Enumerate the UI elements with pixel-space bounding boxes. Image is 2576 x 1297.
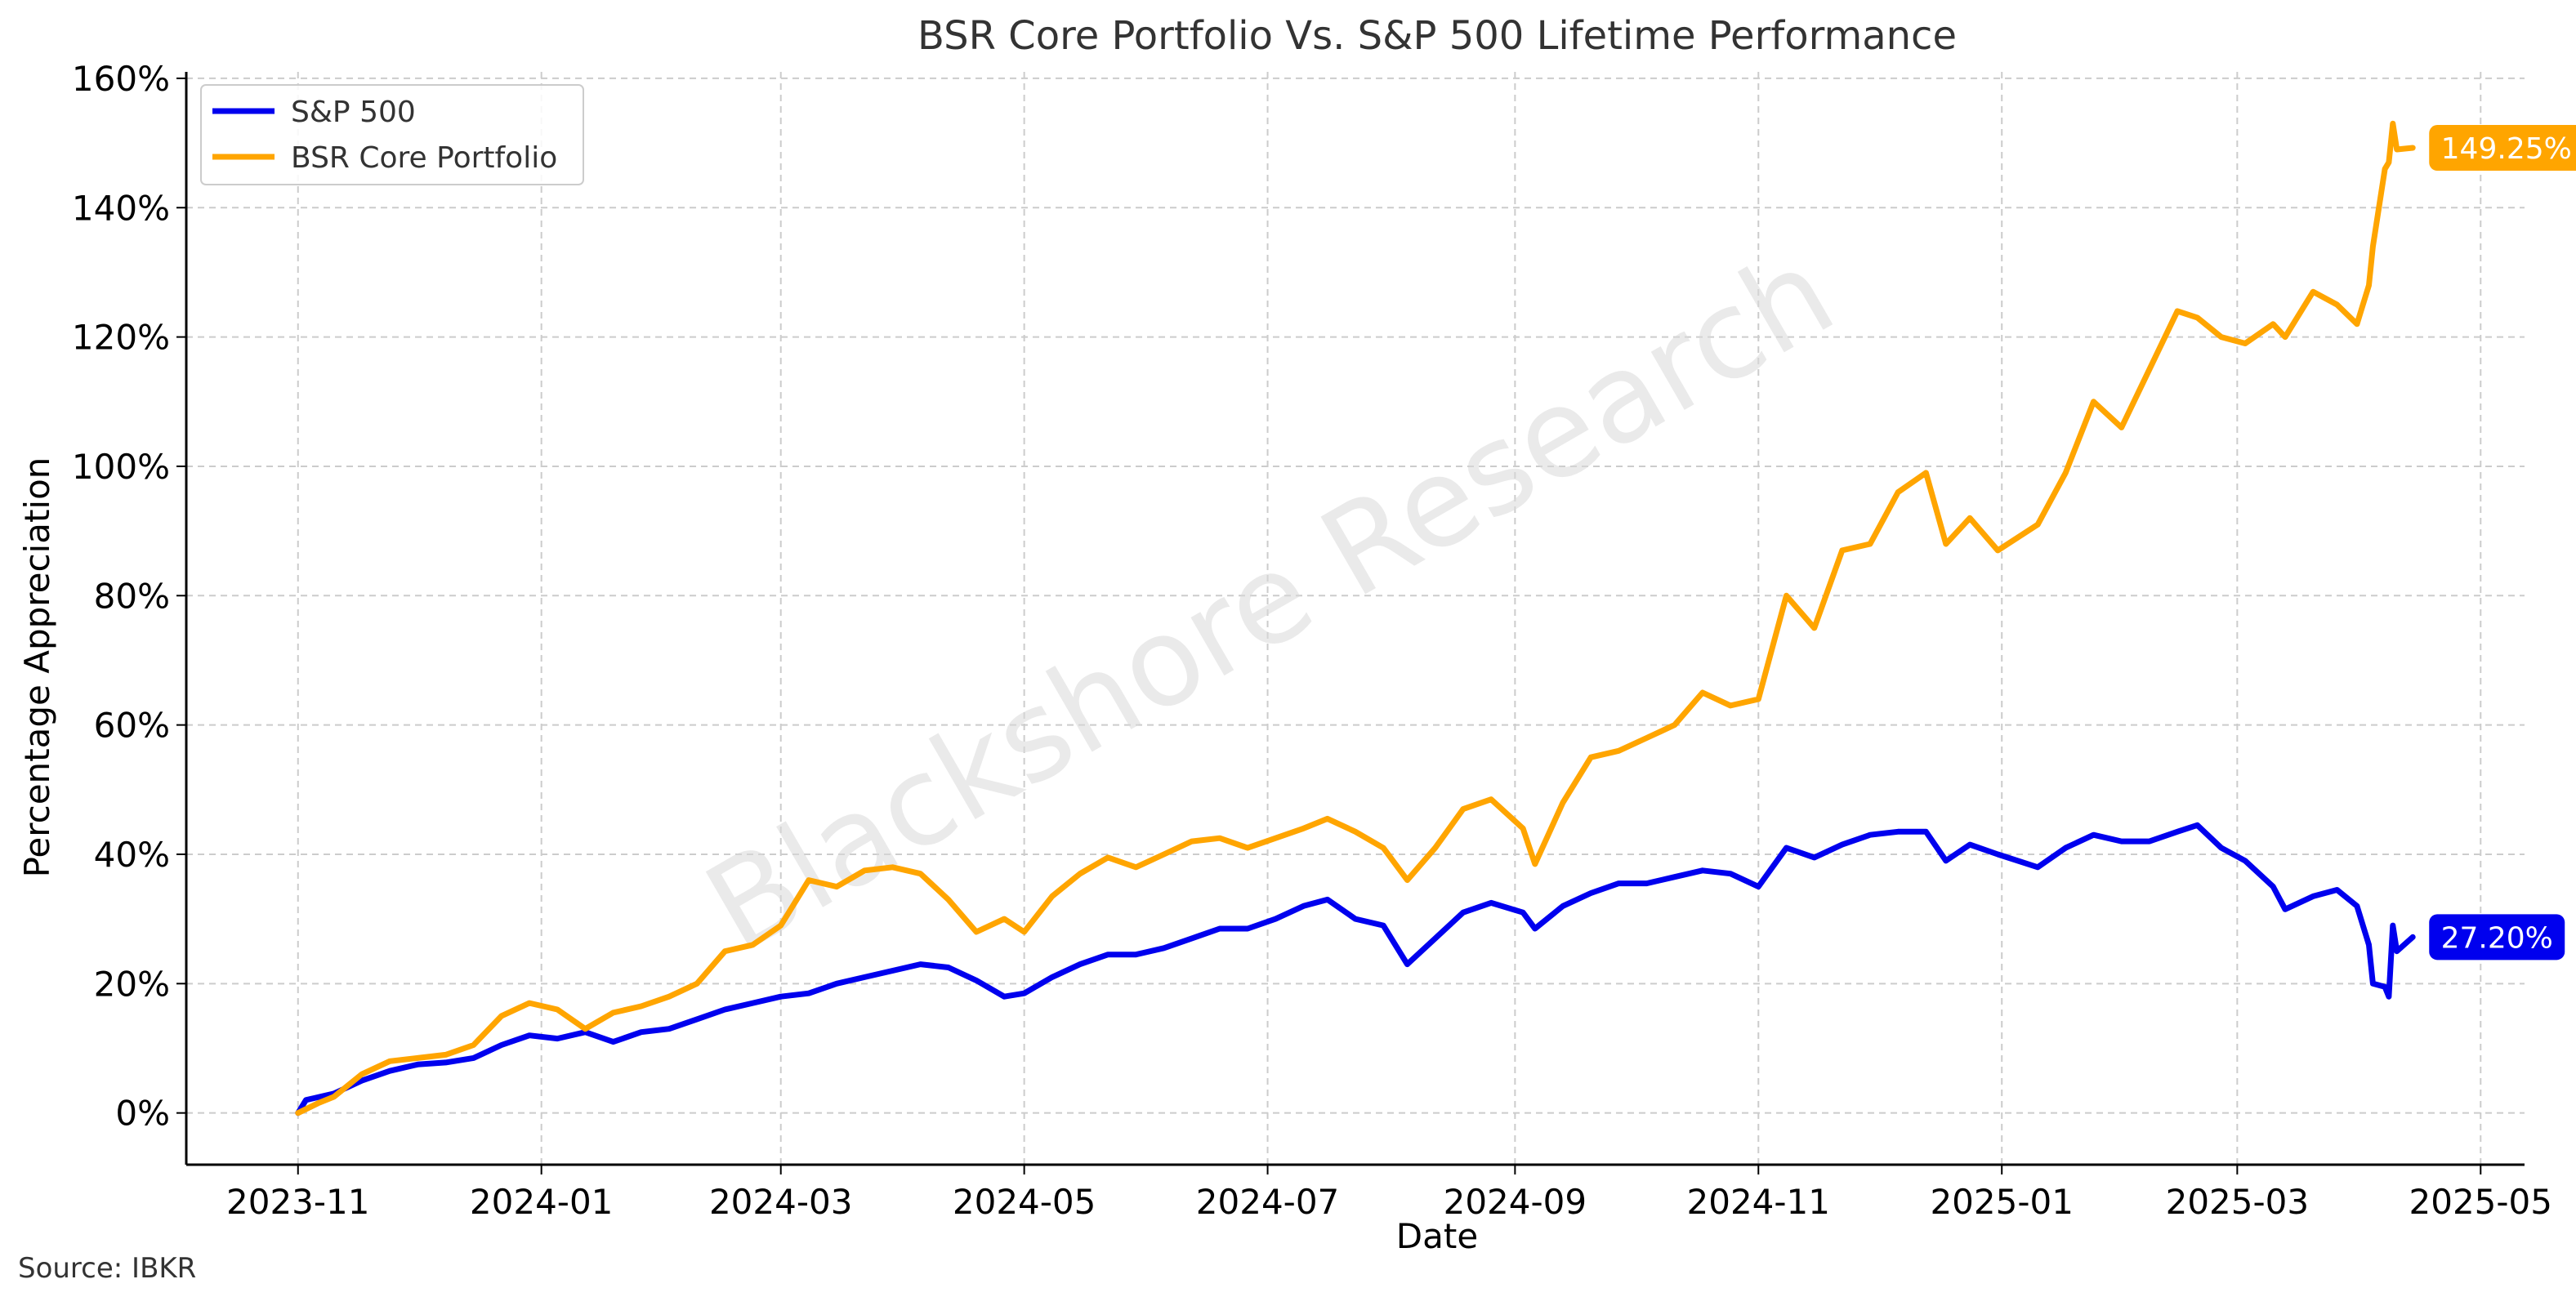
x-tick-label: 2023-11 [226, 1182, 370, 1222]
end-badge-sp500 [2429, 914, 2565, 960]
end-badge-label-sp500: 27.20% [2441, 921, 2553, 955]
y-tick-label: 40% [94, 835, 170, 875]
x-axis-ticks: 2023-11 2024-01 2024-03 2024-05 2024-07 2024-… [226, 1165, 2552, 1222]
source-note: Source: IBKR [18, 1252, 196, 1285]
x-tick-label: 2024-09 [1444, 1182, 1587, 1222]
series-lines [295, 120, 2416, 1116]
y-tick-label: 100% [72, 447, 170, 487]
y-tick-label: 60% [94, 706, 170, 746]
end-value-badges: 27.20% 149.25% [2429, 125, 2576, 960]
watermark-layer: Blackshore Research [684, 221, 1857, 980]
series-line-bsr-core [295, 120, 2416, 1116]
y-axis-ticks: 0% 20% 40% 60% 80% 100% 120% 140% 160% [72, 59, 186, 1134]
legend-label-bsr-core: BSR Core Portfolio [291, 141, 557, 175]
grid [186, 72, 2525, 1165]
x-axis-label: Date [1396, 1216, 1478, 1256]
x-tick-label: 2024-05 [953, 1182, 1096, 1222]
axes [185, 72, 2525, 1166]
y-axis-label: Percentage Appreciation [17, 457, 57, 878]
end-badge-label-bsr-core: 149.25% [2441, 132, 2572, 166]
x-tick-label: 2024-01 [470, 1182, 614, 1222]
x-tick-label: 2024-11 [1687, 1182, 1831, 1222]
x-tick-label: 2025-03 [2166, 1182, 2310, 1222]
legend: S&P 500 BSR Core Portfolio [200, 84, 584, 185]
x-tick-label: 2024-07 [1196, 1182, 1340, 1222]
watermark-text: Blackshore Research [684, 221, 1857, 980]
x-tick-label: 2025-05 [2409, 1182, 2553, 1222]
legend-box [200, 84, 584, 185]
end-badge-bsr-core [2429, 125, 2576, 172]
y-tick-label: 80% [94, 576, 170, 616]
y-tick-label: 140% [72, 188, 170, 228]
y-tick-label: 0% [115, 1094, 170, 1134]
y-tick-label: 20% [94, 964, 170, 1004]
series-line-sp500 [295, 822, 2416, 1116]
legend-label-sp500: S&P 500 [291, 96, 416, 129]
x-tick-label: 2025-01 [1930, 1182, 2074, 1222]
x-tick-label: 2024-03 [709, 1182, 853, 1222]
chart-title: BSR Core Portfolio Vs. S&P 500 Lifetime … [917, 13, 1957, 59]
y-tick-label: 160% [72, 59, 170, 99]
y-tick-label: 120% [72, 318, 170, 358]
